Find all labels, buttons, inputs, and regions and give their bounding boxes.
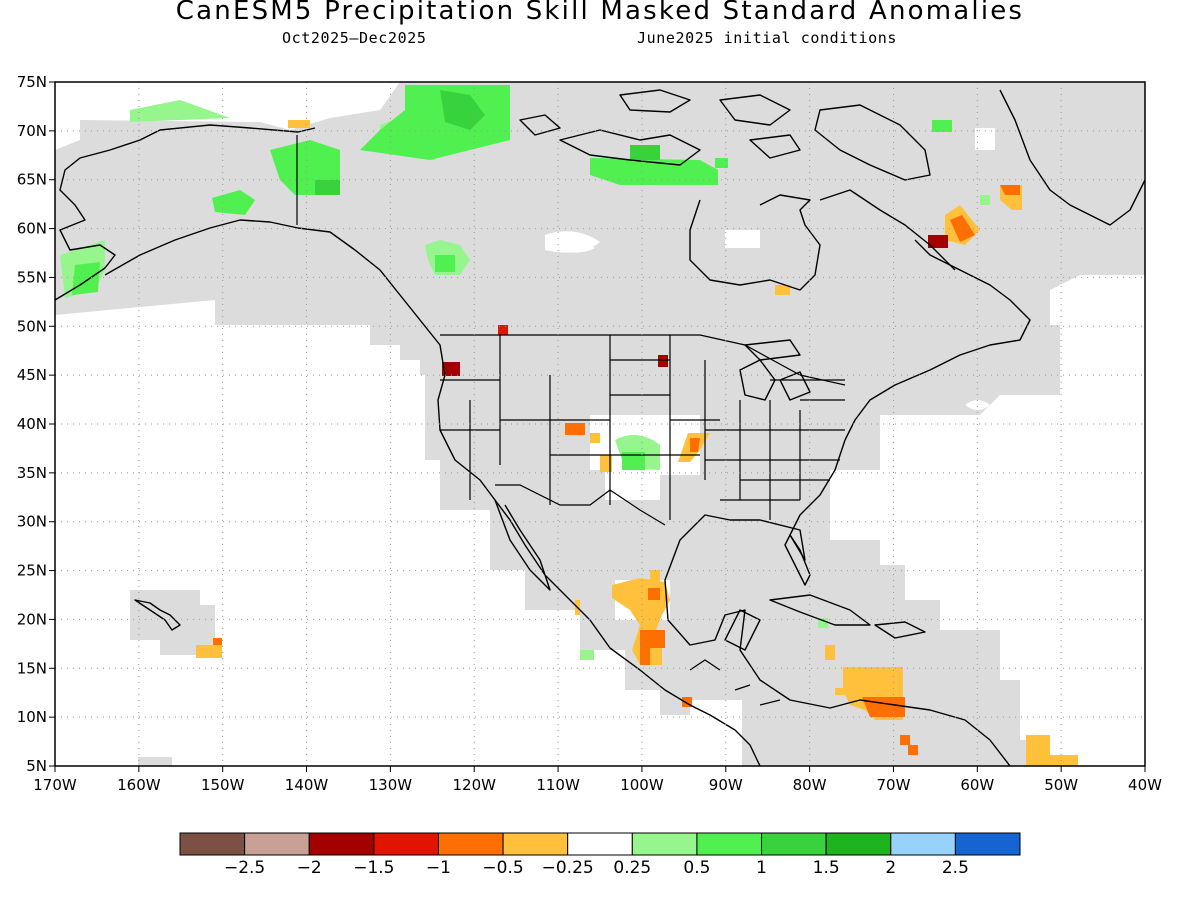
positive-anomalies <box>60 85 990 660</box>
atlantic-coast <box>844 239 1031 441</box>
colorbar-label: −0.5 <box>482 858 523 878</box>
lat-tick-label: 75N <box>17 73 47 91</box>
greenland-coast <box>999 89 1145 226</box>
colorbar-swatch <box>437 832 504 856</box>
lat-tick-label: 40N <box>17 415 47 433</box>
colorbar-swatch <box>308 832 375 856</box>
colorbar-label: 2 <box>885 858 896 878</box>
lon-tick-label: 170W <box>33 776 77 794</box>
lat-tick-label: 35N <box>17 464 47 482</box>
coastlines-borders <box>55 89 1145 766</box>
colorbar-label: −1 <box>426 858 451 878</box>
lat-tick-label: 15N <box>17 659 47 677</box>
colorbar-swatch <box>696 832 763 856</box>
political-borders <box>296 135 846 706</box>
longitude-axis: 170W 160W 150W 140W 130W 120W 110W 100W 90W 80W 70… <box>33 766 1162 794</box>
us-canada-border <box>440 334 846 386</box>
baja-california <box>494 499 551 591</box>
arctic-islands <box>559 129 701 166</box>
colorbar-swatch <box>761 832 827 856</box>
colorbar-label: −1.5 <box>353 858 394 878</box>
lat-tick-label: 5N <box>26 757 47 775</box>
lat-tick-label: 45N <box>17 366 47 384</box>
lat-tick-label: 65N <box>17 171 47 189</box>
latitude-axis: 75N 70N 65N 60N 55N 50N 45N 40N 35N 30N 25N 20N 15N 1… <box>17 73 55 775</box>
colorbar-label: −2.5 <box>224 858 265 878</box>
gridlines <box>55 82 1145 766</box>
yucatan <box>724 609 761 651</box>
us-states-east <box>704 360 845 520</box>
lon-tick-label: 120W <box>452 776 496 794</box>
forecast-period: Oct2025–Dec2025 <box>282 29 427 47</box>
lon-tick-label: 110W <box>536 776 580 794</box>
lon-tick-label: 150W <box>201 776 245 794</box>
colorbar-label: −0.25 <box>542 858 594 878</box>
lat-tick-label: 25N <box>17 562 47 580</box>
lat-tick-label: 70N <box>17 122 47 140</box>
lon-tick-label: 50W <box>1044 776 1078 794</box>
lon-tick-label: 60W <box>960 776 994 794</box>
great-lakes <box>739 359 776 401</box>
lat-tick-label: 60N <box>17 220 47 238</box>
lat-tick-label: 20N <box>17 610 47 628</box>
us-mexico-border <box>495 484 666 526</box>
lon-tick-label: 140W <box>285 776 329 794</box>
hudson-bay <box>689 194 821 291</box>
lon-tick-label: 80W <box>793 776 827 794</box>
lat-tick-label: 30N <box>17 513 47 531</box>
pacific-coast <box>297 227 761 766</box>
hispaniola <box>874 621 926 639</box>
colorbar-swatch <box>825 832 892 856</box>
baffin-island <box>814 104 931 181</box>
lat-tick-label: 10N <box>17 708 47 726</box>
initial-conditions: June2025 initial conditions <box>637 29 898 47</box>
colorbar-swatch <box>502 832 569 856</box>
colorbar-swatch <box>373 832 439 856</box>
lon-tick-label: 70W <box>877 776 911 794</box>
labrador-coast <box>819 189 956 271</box>
colorbar-label: −2 <box>297 858 322 878</box>
colorbar-swatch <box>567 832 633 856</box>
alaska-south-coast <box>104 219 299 276</box>
central-america-borders <box>689 659 781 706</box>
colorbar-swatch <box>890 832 956 856</box>
colorbar-label: 0.5 <box>683 858 710 878</box>
cuba <box>769 594 871 626</box>
lon-tick-label: 160W <box>117 776 161 794</box>
florida <box>784 534 811 586</box>
colorbar-swatch <box>954 832 1021 856</box>
alaska-coast <box>55 124 316 301</box>
colorbar-swatch <box>244 832 310 856</box>
colorbar-swatch <box>631 832 698 856</box>
lat-tick-label: 50N <box>17 317 47 335</box>
us-states-west <box>440 335 720 520</box>
lat-tick-label: 55N <box>17 268 47 286</box>
colorbar-label: 1.5 <box>813 858 840 878</box>
colorbar-label: 1 <box>756 858 767 878</box>
chart-title: CanESM5 Precipitation Skill Masked Stand… <box>175 0 1025 26</box>
colorbar-swatch <box>179 832 246 856</box>
lon-tick-label: 100W <box>620 776 664 794</box>
lon-tick-label: 90W <box>709 776 743 794</box>
lon-tick-label: 130W <box>369 776 413 794</box>
colorbar: −2.5 −2 −1.5 −1 −0.5 −0.25 0.25 0.5 1 1.5 2 2.5 <box>179 832 1021 878</box>
lon-tick-label: 40W <box>1128 776 1162 794</box>
colorbar-label: 0.25 <box>613 858 651 878</box>
hawaii <box>134 599 181 631</box>
colorbar-label: 2.5 <box>942 858 969 878</box>
